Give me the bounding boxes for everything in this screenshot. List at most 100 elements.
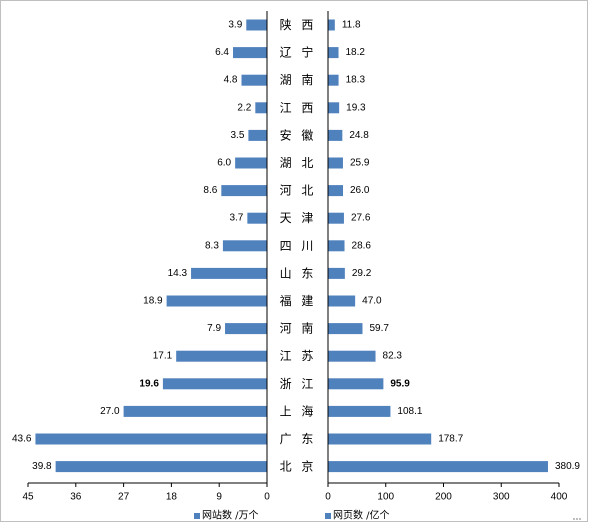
bar-right [328, 323, 363, 335]
tick-label-left: 0 [264, 492, 270, 503]
data-label-left: 19.6 [139, 378, 159, 389]
data-label-left: 6.4 [215, 47, 229, 58]
tick-label-right: 100 [377, 492, 394, 503]
tick-label-left: 9 [216, 492, 222, 503]
data-label-left: 2.2 [237, 102, 251, 113]
bar-right [328, 74, 339, 86]
data-label-right: 82.3 [383, 351, 403, 362]
data-label-left: 7.9 [207, 323, 221, 334]
legend-swatch-left [194, 513, 200, 519]
legend-label-left: 网站数 /万个 [202, 509, 259, 522]
bar-right [328, 102, 340, 114]
data-label-right: 18.2 [346, 47, 366, 58]
data-label-left: 6.0 [217, 158, 231, 169]
bar-right [328, 378, 384, 390]
data-label-right: 29.2 [352, 268, 372, 279]
bar-left [221, 185, 267, 197]
resize-grip-dot [573, 518, 575, 520]
bar-left [162, 378, 267, 390]
tick-label-left: 36 [70, 492, 82, 503]
bar-right [328, 212, 344, 224]
data-label-left: 18.9 [143, 296, 163, 307]
bar-right [328, 433, 432, 445]
bar-right [328, 19, 335, 31]
category-label: 陕 西 [280, 17, 317, 32]
data-label-right: 108.1 [397, 406, 422, 417]
data-label-left: 39.8 [32, 461, 52, 472]
resize-grip-dot [576, 518, 578, 520]
category-label: 广 东 [280, 432, 317, 446]
data-label-right: 26.0 [350, 185, 370, 196]
category-label: 辽 宁 [280, 45, 317, 60]
category-label: 山 东 [280, 266, 317, 280]
bar-left [246, 19, 267, 31]
bar-left [35, 433, 268, 445]
bar-left [233, 47, 267, 59]
category-label: 上 海 [280, 403, 317, 418]
data-label-left: 3.5 [231, 130, 245, 141]
data-label-left: 17.1 [153, 351, 173, 362]
data-label-right: 380.9 [555, 461, 580, 472]
tick-label-left: 27 [118, 492, 130, 503]
bar-right [328, 461, 548, 473]
data-label-right: 95.9 [390, 378, 410, 389]
data-label-right: 47.0 [362, 296, 382, 307]
category-label: 安 徽 [280, 127, 317, 142]
data-label-left: 43.6 [12, 434, 32, 445]
category-label: 江 西 [280, 101, 317, 115]
category-label: 浙 江 [280, 377, 317, 391]
bar-left [222, 240, 267, 252]
data-label-left: 27.0 [100, 406, 120, 417]
bar-right [328, 129, 343, 141]
bar-left [225, 323, 267, 335]
data-label-right: 178.7 [438, 434, 463, 445]
bar-left [191, 267, 267, 279]
data-label-right: 27.6 [351, 213, 371, 224]
bar-right [328, 157, 343, 169]
tick-label-right: 400 [551, 492, 568, 503]
data-label-right: 24.8 [349, 130, 369, 141]
bar-left [176, 350, 267, 362]
bar-left [166, 295, 267, 307]
tick-label-left: 45 [22, 492, 34, 503]
bar-left [241, 74, 267, 86]
category-label: 天 津 [280, 211, 317, 225]
bar-left [123, 405, 267, 417]
category-label: 北 京 [280, 460, 317, 474]
data-label-left: 8.3 [205, 240, 219, 251]
data-label-right: 59.7 [369, 323, 389, 334]
legend-label-right: 网页数 /亿个 [333, 509, 390, 522]
bar-left [248, 129, 267, 141]
legend-swatch-right [325, 513, 331, 519]
data-label-right: 19.3 [346, 102, 366, 113]
data-label-right: 11.8 [342, 20, 361, 31]
bar-right [328, 47, 339, 59]
bar-right [328, 185, 344, 197]
category-label: 湖 北 [280, 155, 317, 170]
category-label: 河 南 [280, 321, 317, 336]
tick-label-right: 300 [493, 492, 510, 503]
category-label: 江 苏 [280, 349, 317, 363]
data-label-left: 3.9 [228, 20, 242, 31]
tick-label-left: 18 [166, 492, 178, 503]
category-label: 湖 南 [280, 72, 317, 87]
bar-right [328, 405, 391, 417]
category-label: 福 建 [280, 293, 317, 308]
bar-right [328, 295, 356, 307]
tick-label-right: 0 [325, 492, 331, 503]
data-label-left: 14.3 [168, 268, 188, 279]
bar-left [255, 102, 267, 114]
resize-grip-dot [579, 518, 581, 520]
data-label-right: 18.3 [346, 75, 366, 86]
bar-right [328, 240, 345, 252]
data-label-left: 4.8 [224, 75, 238, 86]
data-label-left: 8.6 [203, 185, 217, 196]
data-label-right: 25.9 [350, 158, 370, 169]
bar-left [235, 157, 267, 169]
tick-label-right: 200 [435, 492, 452, 503]
bar-left [247, 212, 267, 224]
data-label-right: 28.6 [352, 240, 372, 251]
bar-right [328, 350, 376, 362]
